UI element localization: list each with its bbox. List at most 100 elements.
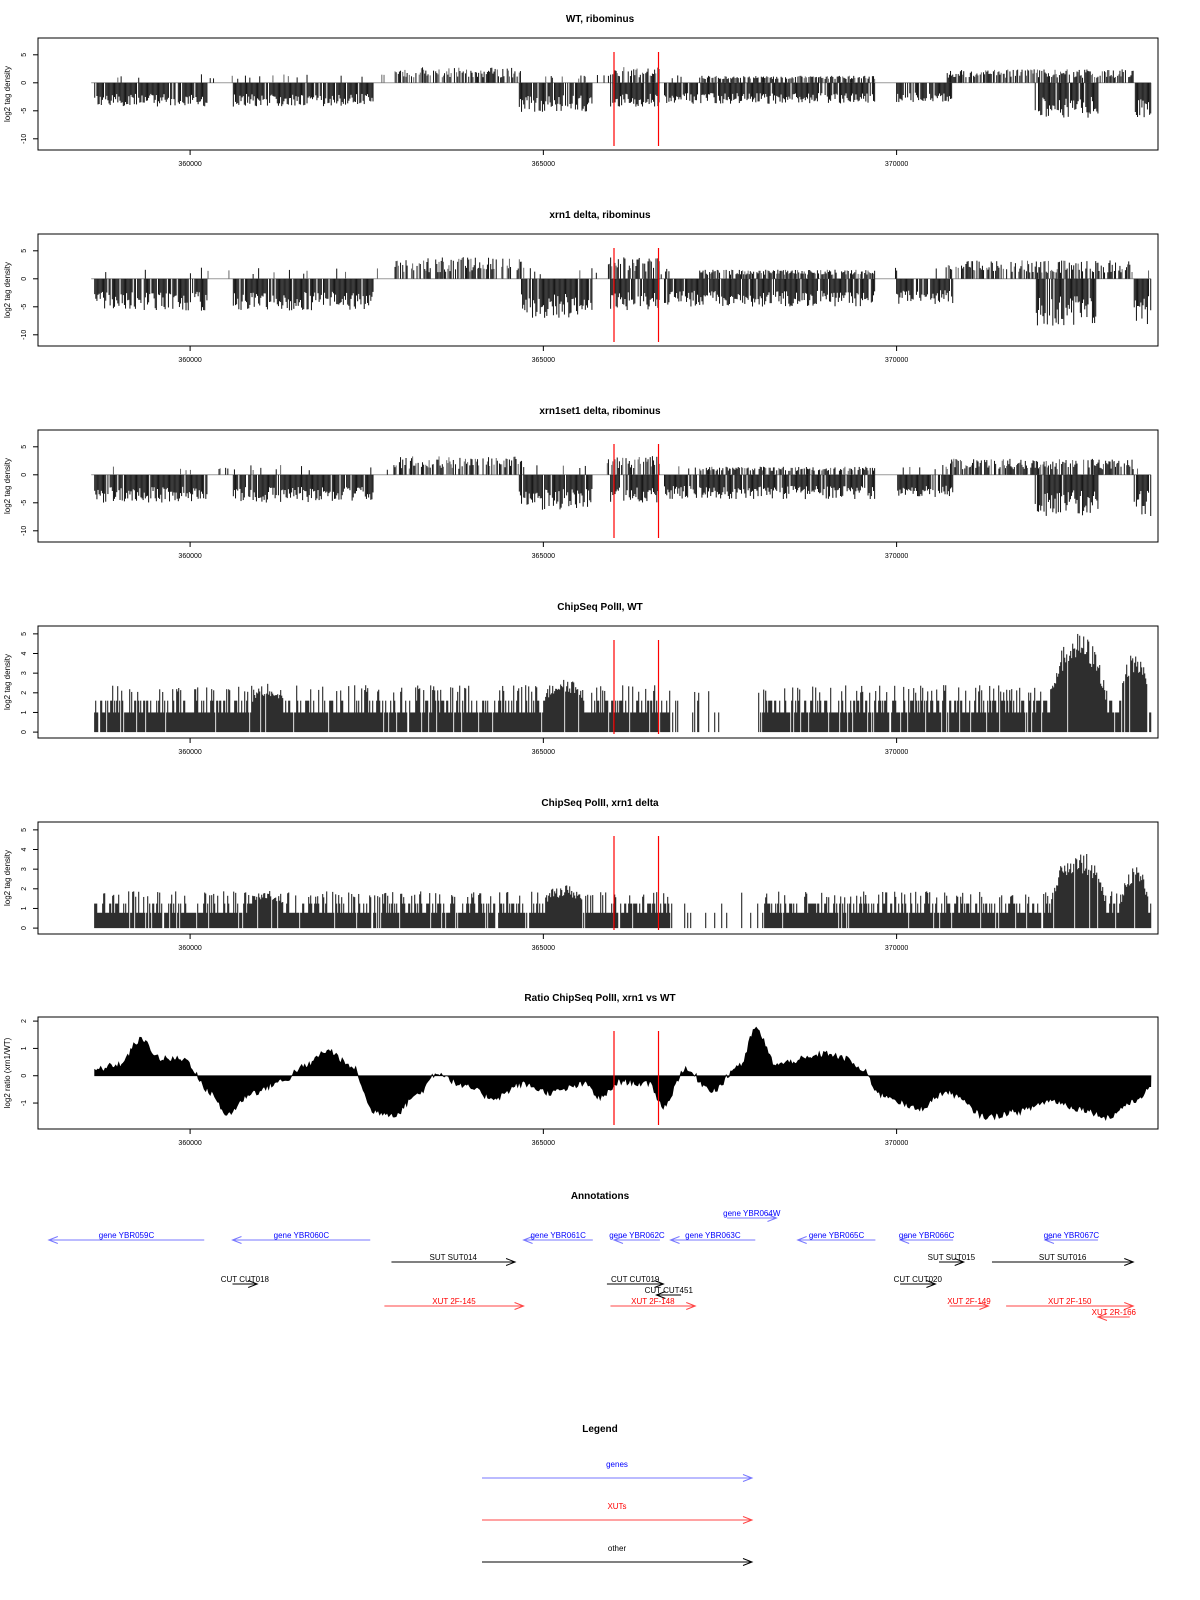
y-tick-label: 0	[21, 81, 28, 85]
x-tick-label: 370000	[885, 357, 908, 364]
feature-arrow-head	[898, 1236, 910, 1244]
feature-arrow-head	[522, 1236, 533, 1244]
y-tick-label: 1	[21, 710, 28, 714]
feature-arrow-head	[654, 1280, 665, 1288]
chart-panel: ChipSeq PolII, xrn1 delta log2 tag densit…	[3, 798, 1159, 952]
feature-label: SUT SUT015	[928, 1253, 976, 1262]
x-tick-label: 360000	[178, 161, 201, 168]
feature-label: gene YBR066C	[899, 1231, 955, 1240]
y-tick-label: 0	[21, 473, 28, 477]
y-tick-label: 5	[21, 53, 28, 57]
y-tick-label: -1	[21, 1100, 28, 1106]
feature-arrow-head	[612, 1236, 624, 1244]
y-tick-label: 5	[21, 249, 28, 253]
feature-label: gene YBR065C	[809, 1231, 865, 1240]
ratio-area	[94, 1026, 1152, 1122]
y-tick-label: -5	[21, 500, 28, 506]
y-tick-label: 1	[21, 1046, 28, 1050]
plot-frame	[37, 821, 1159, 935]
feature-arrow-head	[767, 1214, 778, 1222]
y-tick-label: 2	[21, 887, 28, 891]
y-tick-label: 1	[21, 906, 28, 910]
chart-panel: Ratio ChipSeq PolII, xrn1 vs WT log2 rati…	[3, 993, 1159, 1147]
legend-arrow-head	[742, 1558, 754, 1566]
y-tick-label: 5	[21, 632, 28, 636]
panel-title: ChipSeq PolII, WT	[557, 602, 643, 613]
y-axis-label: log2 tag density	[3, 66, 12, 122]
y-axis-label: log2 tag density	[3, 262, 12, 318]
feature-arrow-head	[231, 1236, 242, 1244]
feature-label: CUT CUT018	[221, 1275, 270, 1284]
panel-title: Ratio ChipSeq PolII, xrn1 vs WT	[524, 993, 675, 1004]
x-tick-label: 360000	[178, 553, 201, 560]
feature-arrow-head	[1124, 1302, 1135, 1310]
y-tick-label: 4	[21, 847, 28, 851]
legend-title: Legend	[582, 1424, 618, 1435]
legend-arrow-head	[742, 1474, 754, 1482]
plot-frame	[37, 37, 1159, 151]
annotations-track: Annotations gene YBR059C gene YBR060C gene …	[47, 1191, 1137, 1321]
feature-label: gene YBR061C	[530, 1231, 586, 1240]
feature-arrow-head	[655, 1291, 666, 1299]
annotations-title: Annotations	[571, 1191, 630, 1202]
y-tick-label: 5	[21, 828, 28, 832]
x-tick-label: 365000	[532, 1140, 555, 1147]
feature-label: XUT 2F-149	[947, 1297, 991, 1306]
legend-label: genes	[606, 1460, 628, 1469]
feature-arrow-head	[979, 1302, 990, 1310]
y-tick-label: 0	[21, 926, 28, 930]
chart-panel: xrn1set1 delta, ribominus log2 tag densit…	[3, 406, 1159, 560]
legend-label: other	[608, 1544, 627, 1553]
y-tick-label: 2	[21, 691, 28, 695]
feature-arrow-head	[1124, 1258, 1135, 1266]
panel-title: xrn1 delta, ribominus	[549, 210, 651, 221]
feature-label: XUT 2F-145	[432, 1297, 476, 1306]
feature-arrow-head	[954, 1258, 966, 1266]
x-tick-label: 370000	[885, 1140, 908, 1147]
y-tick-label: 2	[21, 1019, 28, 1023]
x-tick-label: 360000	[178, 945, 201, 952]
y-axis-label: log2 tag density	[3, 654, 12, 710]
panel-title: WT, ribominus	[566, 14, 635, 25]
plot-frame	[37, 625, 1159, 739]
x-tick-label: 360000	[178, 1140, 201, 1147]
x-tick-label: 360000	[178, 749, 201, 756]
feature-arrow-head	[514, 1302, 525, 1310]
feature-arrow-head	[1043, 1236, 1055, 1244]
x-tick-label: 365000	[532, 749, 555, 756]
plot-frame	[37, 429, 1159, 543]
panel-title: xrn1set1 delta, ribominus	[539, 406, 661, 417]
feature-label: XUT 2F-148	[631, 1297, 675, 1306]
y-tick-label: -10	[21, 526, 28, 536]
feature-arrow-head	[796, 1236, 807, 1244]
y-tick-label: -10	[21, 134, 28, 144]
feature-arrow-head	[669, 1236, 680, 1244]
feature-label: gene YBR067C	[1044, 1231, 1100, 1240]
x-tick-label: 365000	[532, 553, 555, 560]
x-tick-label: 370000	[885, 749, 908, 756]
y-tick-label: -10	[21, 330, 28, 340]
feature-label: XUT 2R-166	[1092, 1308, 1137, 1317]
x-tick-label: 370000	[885, 161, 908, 168]
y-tick-label: 0	[21, 1074, 28, 1078]
x-tick-label: 370000	[885, 945, 908, 952]
y-tick-label: 0	[21, 277, 28, 281]
x-tick-label: 370000	[885, 553, 908, 560]
chart-panel: xrn1 delta, ribominus log2 tag density 5 0 -…	[3, 210, 1159, 364]
feature-arrow-head	[47, 1236, 58, 1244]
plot-frame	[37, 233, 1159, 347]
feature-label: gene YBR060C	[274, 1231, 330, 1240]
y-tick-label: 3	[21, 671, 28, 675]
feature-label: XUT 2F-150	[1048, 1297, 1092, 1306]
x-tick-label: 365000	[532, 945, 555, 952]
feature-arrow-head	[248, 1280, 259, 1288]
feature-label: gene YBR064W	[723, 1209, 781, 1218]
y-axis-label: log2 ratio (xrn1/WT)	[3, 1037, 12, 1108]
feature-arrow-head	[505, 1258, 517, 1266]
feature-label: SUT SUT016	[1039, 1253, 1087, 1262]
feature-label: gene YBR062C	[609, 1231, 665, 1240]
feature-label: CUT CUT019	[611, 1275, 660, 1284]
x-tick-label: 365000	[532, 357, 555, 364]
y-tick-label: -5	[21, 304, 28, 310]
y-axis-label: log2 tag density	[3, 850, 12, 906]
